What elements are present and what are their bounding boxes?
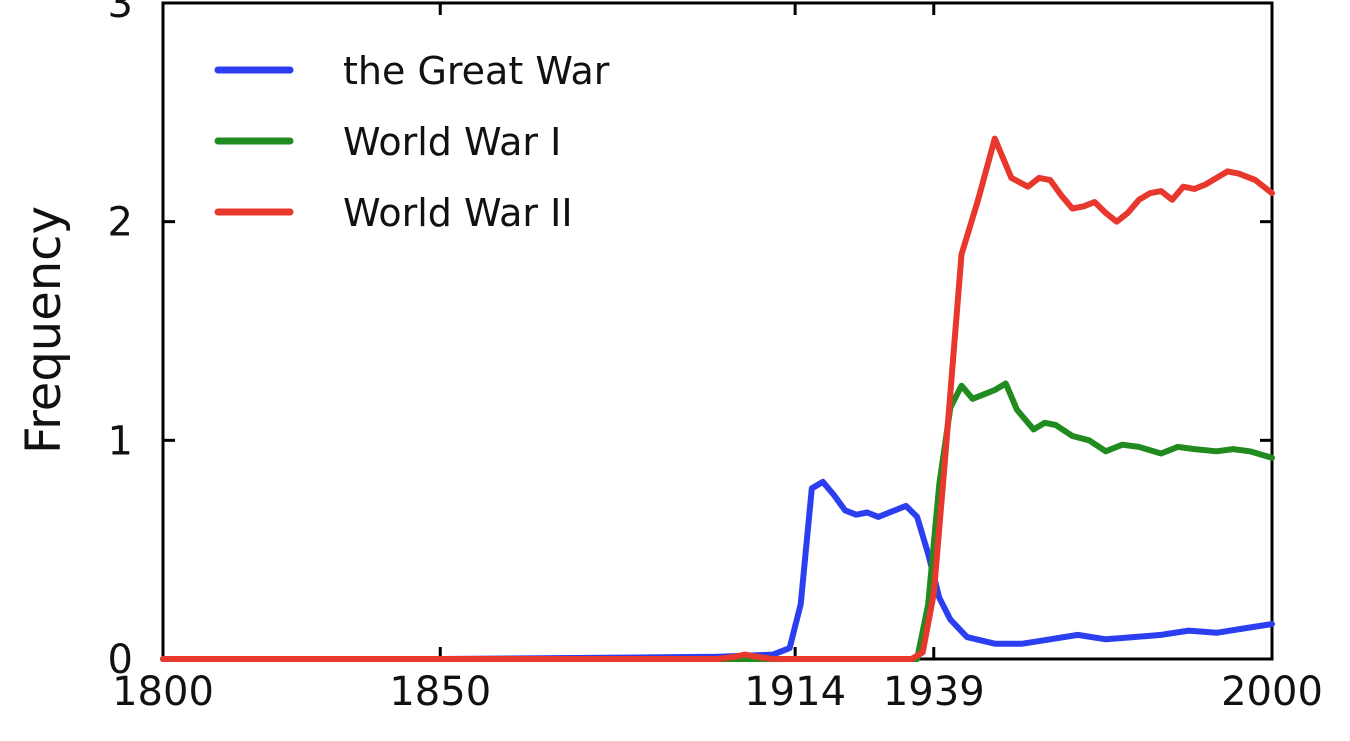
legend-label-3: World War II [343, 191, 573, 235]
legend-label-2: World War I [343, 120, 561, 164]
x-tick-label: 1939 [883, 669, 985, 715]
legend-label-1: the Great War [343, 49, 610, 93]
x-tick-label: 1800 [112, 669, 214, 715]
plot-frame [161, 1, 1274, 661]
series-lines [160, 135, 1275, 662]
plot-area [161, 1, 1274, 661]
series-line-3 [160, 135, 1275, 662]
y-axis-title: Frequency [16, 206, 72, 454]
x-tick-label: 1914 [744, 669, 846, 715]
y-tick-label: 1 [108, 418, 133, 464]
series-line-2 [160, 380, 1275, 662]
x-tick-label: 2000 [1221, 669, 1323, 715]
x-tick-label: 1850 [389, 669, 491, 715]
legend: the Great War World War I World War II [214, 49, 610, 235]
series-line-1 [160, 478, 1275, 662]
axis-ticks: 1800 1850 1914 1939 2000 0 1 2 3 [108, 0, 1323, 715]
y-tick-label: 2 [108, 200, 133, 246]
y-tick-label: 0 [108, 637, 133, 683]
y-tick-label: 3 [108, 0, 133, 27]
